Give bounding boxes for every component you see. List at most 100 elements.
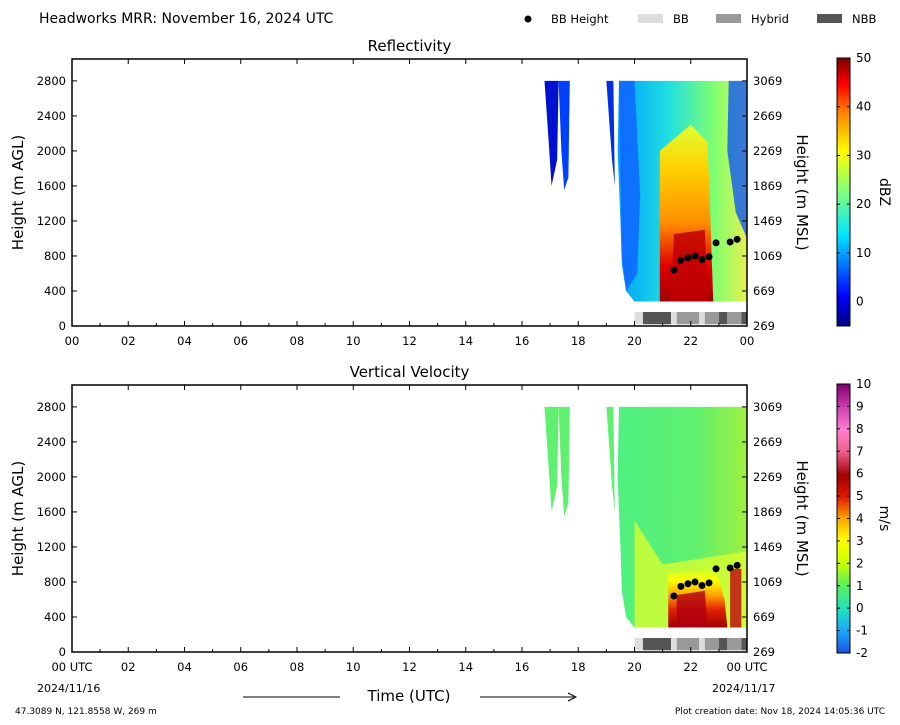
colorbar-tick-label: 50: [856, 51, 871, 65]
x-tick-label: 06: [233, 334, 248, 348]
legend-swatch: [817, 14, 842, 23]
x-tick-label: 14: [458, 334, 473, 348]
y-right-tick-label: 1469: [753, 540, 782, 554]
colorbar-tick-label: 1: [856, 579, 864, 593]
y-axis-label: Height (m AGL): [9, 461, 27, 576]
bb-height-point: [705, 253, 713, 261]
time-axis-arrow-icon: [567, 692, 578, 702]
x-tick-label: 20: [627, 334, 642, 348]
velocity-streak: [558, 406, 570, 517]
bb-height-point: [698, 255, 706, 263]
y-tick-label: 800: [44, 249, 66, 263]
x-tick-label: 04: [177, 660, 192, 674]
y-right-tick-label: 669: [753, 610, 775, 624]
y-tick-label: 800: [44, 575, 66, 589]
bb-type-segment: [642, 637, 672, 651]
x-tick-label: 02: [121, 660, 136, 674]
bb-type-segment: [676, 311, 700, 325]
x-tick-label: 10: [346, 334, 361, 348]
bb-type-segment: [634, 637, 643, 651]
bb-height-point: [698, 581, 706, 589]
legend-label: BB Height: [551, 12, 609, 26]
colorbar-tick-label: 4: [856, 512, 864, 526]
bb-height-point: [691, 578, 699, 586]
colorbar-tick-label: 10: [856, 377, 871, 391]
y-tick-label: 400: [44, 610, 66, 624]
bright-band-max: [671, 229, 708, 302]
colorbar-tick-label: 6: [856, 467, 864, 481]
y-tick-label: 0: [59, 319, 66, 333]
colorbar-tick-label: 0: [856, 295, 864, 309]
legend-label: NBB: [852, 12, 876, 26]
bb-height-point: [712, 239, 720, 247]
colorbar: 0 10 20 30 40 50 dBZ: [836, 51, 892, 327]
x-tick-label: 10: [346, 660, 361, 674]
bb-height-point: [670, 266, 678, 274]
bb-type-segment: [634, 311, 643, 325]
bb-type-segment: [704, 311, 719, 325]
y-tick-label: 2000: [37, 470, 66, 484]
y-tick-label: 400: [44, 284, 66, 298]
x-tick-label: 08: [290, 660, 305, 674]
bb-height-point: [712, 565, 720, 573]
bb-type-segment: [671, 637, 677, 651]
bb-type-segment: [704, 637, 719, 651]
bb-height-point: [733, 561, 741, 569]
y-right-tick-label: 2269: [753, 144, 782, 158]
bb-type-segment: [727, 637, 742, 651]
bright-band-type-bar: [634, 311, 747, 325]
bb-type-segment: [718, 637, 728, 651]
radar-field: [544, 406, 747, 628]
x-tick-label: 16: [515, 660, 530, 674]
legend-bb-height-marker: [524, 15, 532, 23]
bb-height-point: [677, 582, 685, 590]
bb-type-segment: [718, 311, 728, 325]
start-date-label: 2024/11/16: [37, 682, 100, 695]
bb-type-segment: [699, 311, 705, 325]
velocity-max: [676, 590, 708, 628]
y-tick-label: 2800: [37, 74, 66, 88]
colorbar-tick-label: 40: [856, 100, 871, 114]
colorbar-tick-label: 7: [856, 444, 864, 458]
y-right-tick-label: 3069: [753, 400, 782, 414]
bb-height-point: [684, 580, 692, 588]
bb-height-point: [677, 256, 685, 264]
y-right-tick-label: 2269: [753, 470, 782, 484]
bb-type-segment: [699, 637, 705, 651]
colorbar-tick-label: 8: [856, 422, 864, 436]
x-tick-label: 18: [571, 334, 586, 348]
colorbar-label: dBZ: [876, 178, 892, 206]
y-right-tick-label: 1069: [753, 575, 782, 589]
bb-height-point: [726, 564, 734, 572]
y-axis-right-label: Height (m MSL): [793, 460, 811, 576]
y-right-tick-label: 2669: [753, 435, 782, 449]
y-right-tick-label: 1469: [753, 214, 782, 228]
y-axis-right-label: Height (m MSL): [793, 134, 811, 250]
legend-swatch: [638, 14, 663, 23]
bb-height-point: [733, 235, 741, 243]
colorbar-tick-label: 9: [856, 399, 864, 413]
y-tick-label: 2400: [37, 435, 66, 449]
bb-height-points: [670, 235, 741, 274]
x-tick-label: 22: [683, 660, 698, 674]
y-right-tick-label: 1069: [753, 249, 782, 263]
colorbar-tick-label: 2: [856, 556, 864, 570]
x-tick-label: 02: [121, 334, 136, 348]
x-tick-label: 12: [402, 660, 417, 674]
colorbar-tick-label: 10: [856, 246, 871, 260]
legend-label: BB: [673, 12, 689, 26]
x-tick-label: 00 UTC: [726, 660, 767, 674]
colorbar-tick-label: 3: [856, 534, 864, 548]
bb-height-point: [705, 579, 713, 587]
y-axis-label: Height (m AGL): [9, 135, 27, 250]
bright-band-type-bar: [634, 637, 747, 651]
y-right-tick-label: 3069: [753, 74, 782, 88]
y-tick-label: 0: [59, 645, 66, 659]
colorbar-tick-label: 30: [856, 148, 871, 162]
colorbar-tick-label: -1: [856, 624, 868, 638]
x-tick-label: 00: [65, 334, 80, 348]
colorbar-tick-label: 5: [856, 489, 864, 503]
panel-title: Reflectivity: [368, 37, 452, 55]
